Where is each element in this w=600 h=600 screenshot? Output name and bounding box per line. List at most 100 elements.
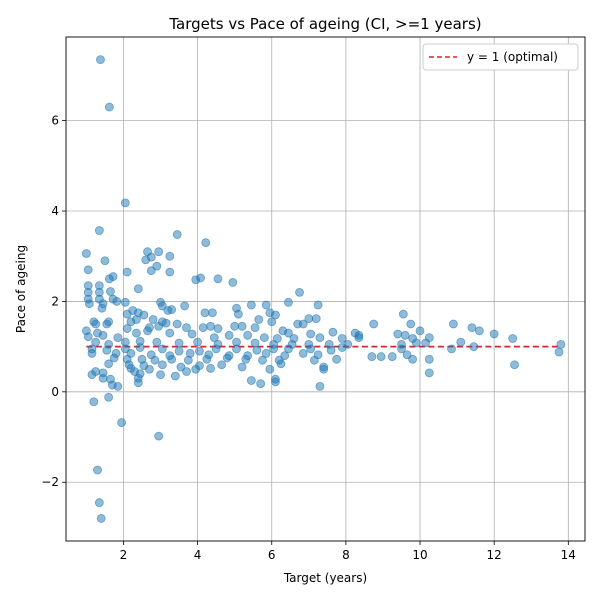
data-point	[195, 346, 204, 356]
data-point	[156, 370, 165, 380]
y-tick-label: −2	[41, 475, 59, 489]
data-point	[146, 266, 156, 276]
data-point	[224, 330, 234, 340]
data-point	[206, 363, 215, 373]
data-point	[154, 431, 164, 441]
data-point	[243, 330, 253, 340]
data-point	[411, 338, 421, 348]
data-point	[337, 343, 347, 352]
data-point	[311, 314, 321, 324]
data-point	[91, 319, 101, 329]
data-point	[213, 324, 223, 333]
y-tick-label: 4	[51, 204, 59, 218]
chart-title: Targets vs Pace of ageing (CI, >=1 years…	[168, 15, 481, 33]
x-tick-label: 6	[268, 548, 276, 562]
x-tick-label: 14	[561, 548, 576, 562]
data-point	[237, 362, 247, 372]
legend-label: y = 1 (optimal)	[467, 50, 558, 64]
data-point	[148, 315, 158, 324]
data-point	[400, 330, 410, 340]
data-point	[122, 267, 132, 277]
data-point	[83, 332, 93, 342]
data-point	[104, 274, 114, 284]
data-point	[157, 344, 167, 354]
data-point	[94, 498, 104, 507]
data-point	[284, 297, 293, 307]
data-point	[397, 344, 406, 354]
data-point	[98, 330, 108, 340]
y-tick-label: 0	[51, 385, 59, 399]
data-point	[354, 333, 364, 342]
data-point	[554, 347, 564, 357]
data-point	[222, 353, 232, 363]
data-point	[133, 284, 143, 294]
data-point	[201, 238, 211, 248]
data-point	[83, 265, 93, 275]
data-point	[191, 275, 201, 285]
x-tick-label: 10	[412, 548, 427, 562]
data-point	[165, 251, 175, 261]
data-point	[233, 309, 243, 319]
data-point	[174, 338, 184, 348]
data-point	[376, 352, 386, 361]
data-point	[250, 323, 260, 333]
data-point	[469, 342, 479, 352]
data-point	[167, 354, 177, 364]
data-point	[232, 344, 241, 354]
data-point	[104, 392, 114, 402]
data-point	[102, 319, 112, 329]
data-point	[209, 333, 219, 342]
data-point	[254, 315, 264, 324]
data-point	[104, 359, 114, 369]
data-point	[91, 337, 101, 347]
data-point	[489, 329, 499, 339]
data-point	[276, 359, 286, 369]
data-point	[246, 376, 256, 385]
data-point	[261, 300, 271, 310]
data-point	[93, 465, 102, 475]
data-point	[332, 354, 342, 364]
data-point	[267, 317, 277, 327]
data-point	[284, 328, 293, 338]
legend-box	[422, 43, 579, 71]
data-point	[84, 299, 94, 309]
x-tick-label: 8	[342, 548, 350, 562]
data-point	[112, 297, 122, 306]
data-point	[415, 326, 425, 336]
data-point	[172, 230, 182, 239]
data-point	[97, 303, 107, 313]
data-point	[109, 353, 119, 363]
legend: y = 1 (optimal)	[422, 43, 579, 71]
data-point	[167, 305, 177, 314]
data-point	[306, 329, 316, 339]
data-point	[183, 355, 193, 365]
plot-frame	[65, 36, 586, 542]
data-point	[269, 344, 279, 354]
data-point	[94, 226, 104, 235]
data-point	[250, 338, 260, 348]
data-point	[132, 328, 141, 338]
x-tick-label: 12	[487, 548, 502, 562]
data-point	[102, 345, 112, 355]
data-point	[271, 377, 280, 387]
data-point	[295, 287, 304, 297]
data-point	[113, 333, 123, 342]
data-point	[213, 274, 223, 284]
data-point	[135, 343, 145, 352]
data-point	[96, 55, 105, 65]
data-point	[145, 364, 154, 374]
data-point	[113, 382, 123, 391]
data-point	[508, 334, 518, 343]
data-point	[448, 319, 458, 329]
data-point	[132, 315, 141, 324]
data-point	[259, 333, 269, 342]
data-point	[106, 287, 115, 296]
data-point	[387, 352, 397, 361]
data-point	[467, 323, 477, 333]
data-point	[246, 300, 256, 310]
data-points	[81, 55, 566, 523]
data-point	[398, 309, 408, 319]
data-point	[165, 328, 175, 338]
data-point	[174, 346, 184, 356]
